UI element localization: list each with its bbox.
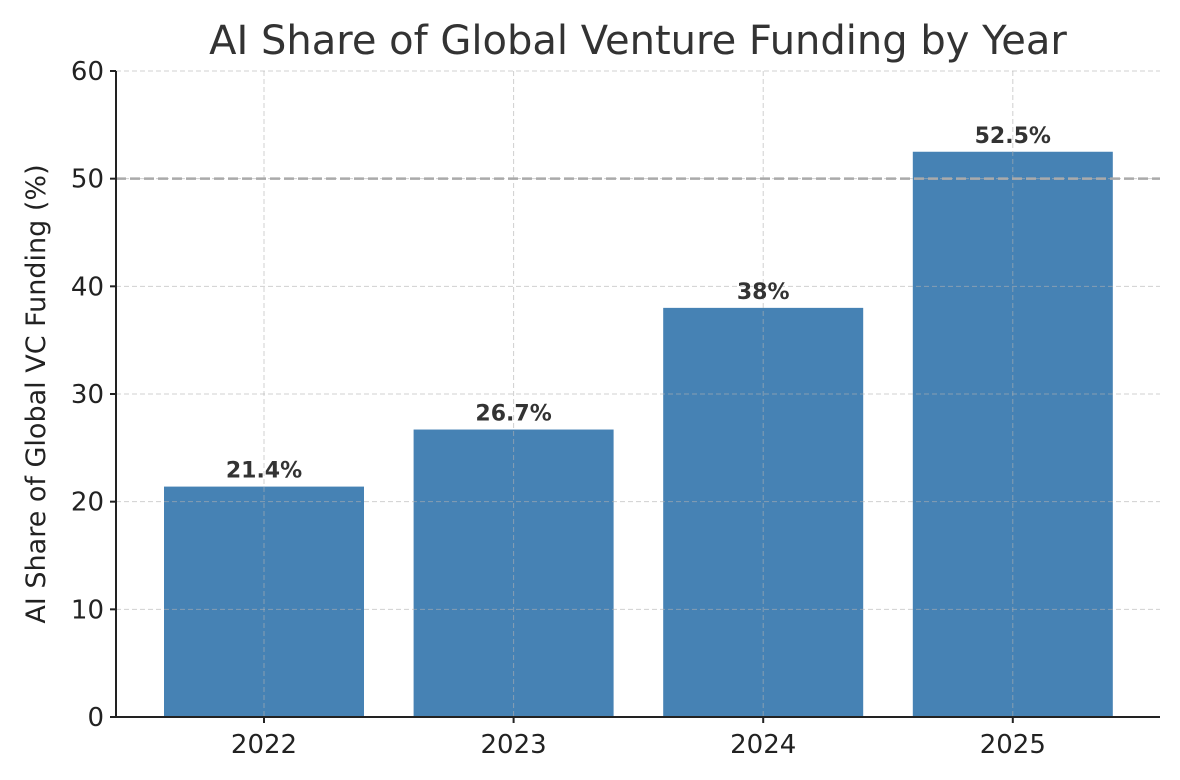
data-label: 26.7% (475, 402, 551, 427)
y-tick-label: 20 (71, 488, 104, 518)
data-label: 52.5% (975, 124, 1051, 149)
bar-2023 (413, 429, 614, 717)
y-tick-label: 30 (71, 380, 104, 410)
chart-title: AI Share of Global Venture Funding by Ye… (209, 18, 1067, 64)
y-tick-label: 50 (71, 165, 104, 195)
data-label: 21.4% (226, 459, 302, 484)
x-tick-label: 2024 (730, 730, 796, 760)
x-tick-label: 2025 (980, 730, 1046, 760)
y-tick-label: 10 (71, 595, 104, 625)
data-label: 38% (737, 280, 790, 305)
x-tick-label: 2023 (481, 730, 547, 760)
x-tick-label: 2022 (231, 730, 297, 760)
y-tick-label: 60 (71, 57, 104, 87)
y-tick-label: 0 (87, 703, 104, 733)
y-tick-label: 40 (71, 272, 104, 302)
y-axis-label: AI Share of Global VC Funding (%) (21, 164, 52, 623)
